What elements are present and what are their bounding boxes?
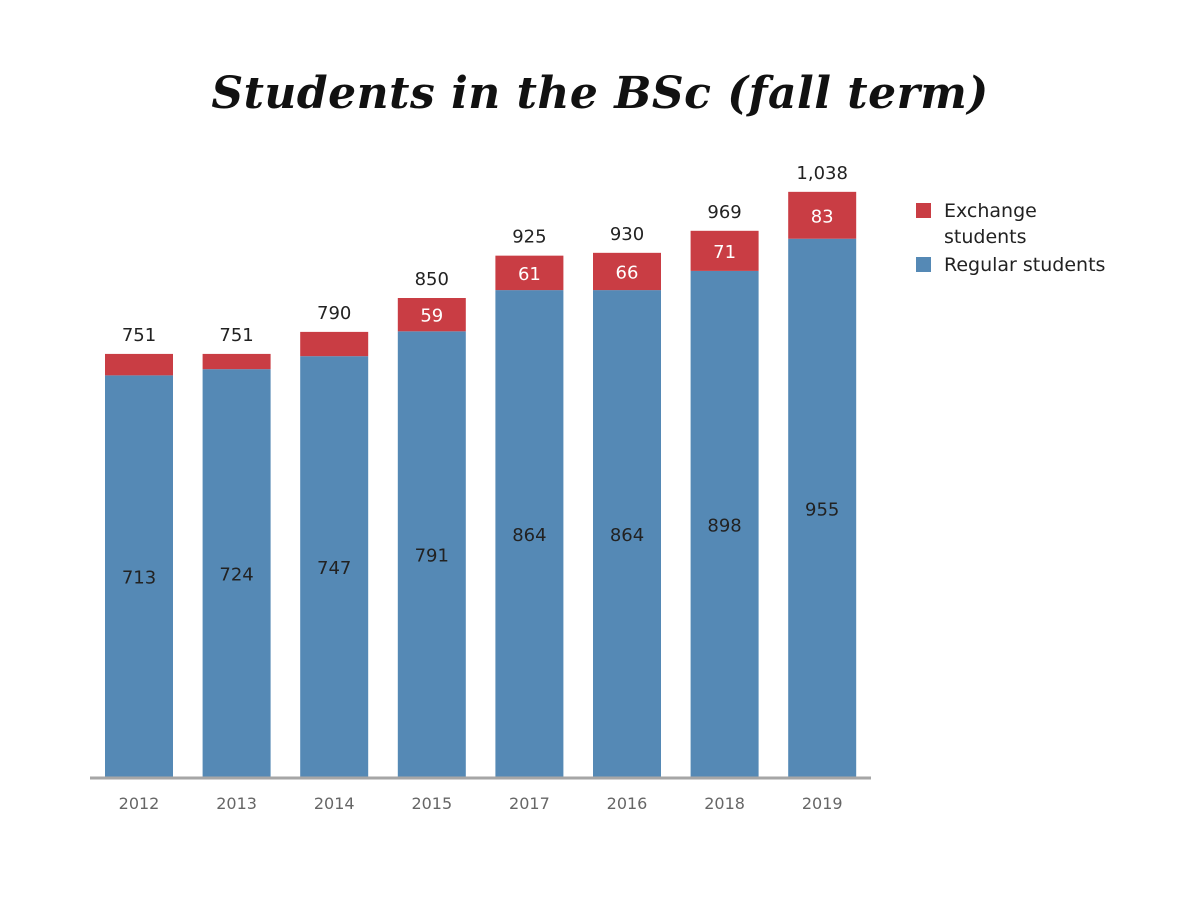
legend-swatch-exchange	[916, 203, 931, 218]
bar-exchange-2014	[300, 331, 369, 357]
label-total-2018: 969	[707, 202, 741, 223]
label-total-2015: 850	[415, 269, 449, 290]
label-total-2016: 930	[610, 224, 644, 245]
x-tick-2017: 2017	[509, 794, 550, 813]
label-total-2012: 751	[122, 325, 156, 346]
bar-exchange-2012	[105, 353, 173, 376]
label-total-2017: 925	[512, 227, 546, 248]
label-exchange-2019: 83	[811, 206, 834, 227]
bar-regular-2015	[397, 331, 466, 778]
bar-exchange-2016	[593, 252, 661, 291]
x-tick-2015: 2015	[411, 794, 452, 813]
label-exchange-2016: 66	[616, 262, 639, 283]
bar-regular-2016	[593, 290, 661, 778]
x-tick-2019: 2019	[802, 794, 843, 813]
label-regular-2012: 713	[122, 568, 156, 589]
label-exchange-2018: 71	[713, 242, 736, 263]
bar-regular-2019	[788, 238, 857, 779]
bar-regular-2017	[495, 290, 564, 778]
bar-exchange-2017	[495, 255, 564, 291]
legend-item-regular: Regular students	[914, 252, 1114, 278]
x-tick-2012: 2012	[119, 794, 160, 813]
label-regular-2017: 864	[512, 525, 546, 546]
label-exchange-2017: 61	[518, 264, 541, 285]
bar-exchange-2013	[202, 353, 271, 370]
x-tick-2013: 2013	[216, 794, 257, 813]
label-regular-2013: 724	[219, 565, 253, 586]
bar-exchange-2015	[397, 298, 466, 332]
bar-regular-2014	[300, 356, 369, 778]
legend-item-exchange: Exchange students	[914, 198, 1114, 250]
bar-exchange-2018	[690, 230, 759, 271]
label-regular-2014: 747	[317, 558, 351, 579]
chart-title: Students in the BSc (fall term)	[211, 68, 989, 119]
bar-regular-2012	[105, 375, 173, 778]
legend-swatch-regular	[916, 257, 931, 272]
label-exchange-2015: 59	[420, 306, 443, 327]
label-regular-2015: 791	[415, 546, 449, 567]
legend: Exchange students Regular students	[914, 198, 1114, 278]
label-total-2019: 1,038	[796, 163, 848, 184]
bar-exchange-2019	[788, 191, 857, 239]
label-regular-2019: 955	[805, 499, 839, 520]
x-tick-2016: 2016	[607, 794, 648, 813]
label-total-2013: 751	[219, 325, 253, 346]
x-tick-2014: 2014	[314, 794, 355, 813]
label-total-2014: 790	[317, 303, 351, 324]
bar-regular-2013	[202, 369, 271, 778]
legend-label-regular: Regular students	[944, 254, 1106, 276]
x-tick-2018: 2018	[704, 794, 745, 813]
label-regular-2016: 864	[610, 525, 644, 546]
bar-regular-2018	[690, 270, 759, 778]
legend-label-exchange: Exchange students	[944, 200, 1037, 248]
label-regular-2018: 898	[707, 515, 741, 536]
